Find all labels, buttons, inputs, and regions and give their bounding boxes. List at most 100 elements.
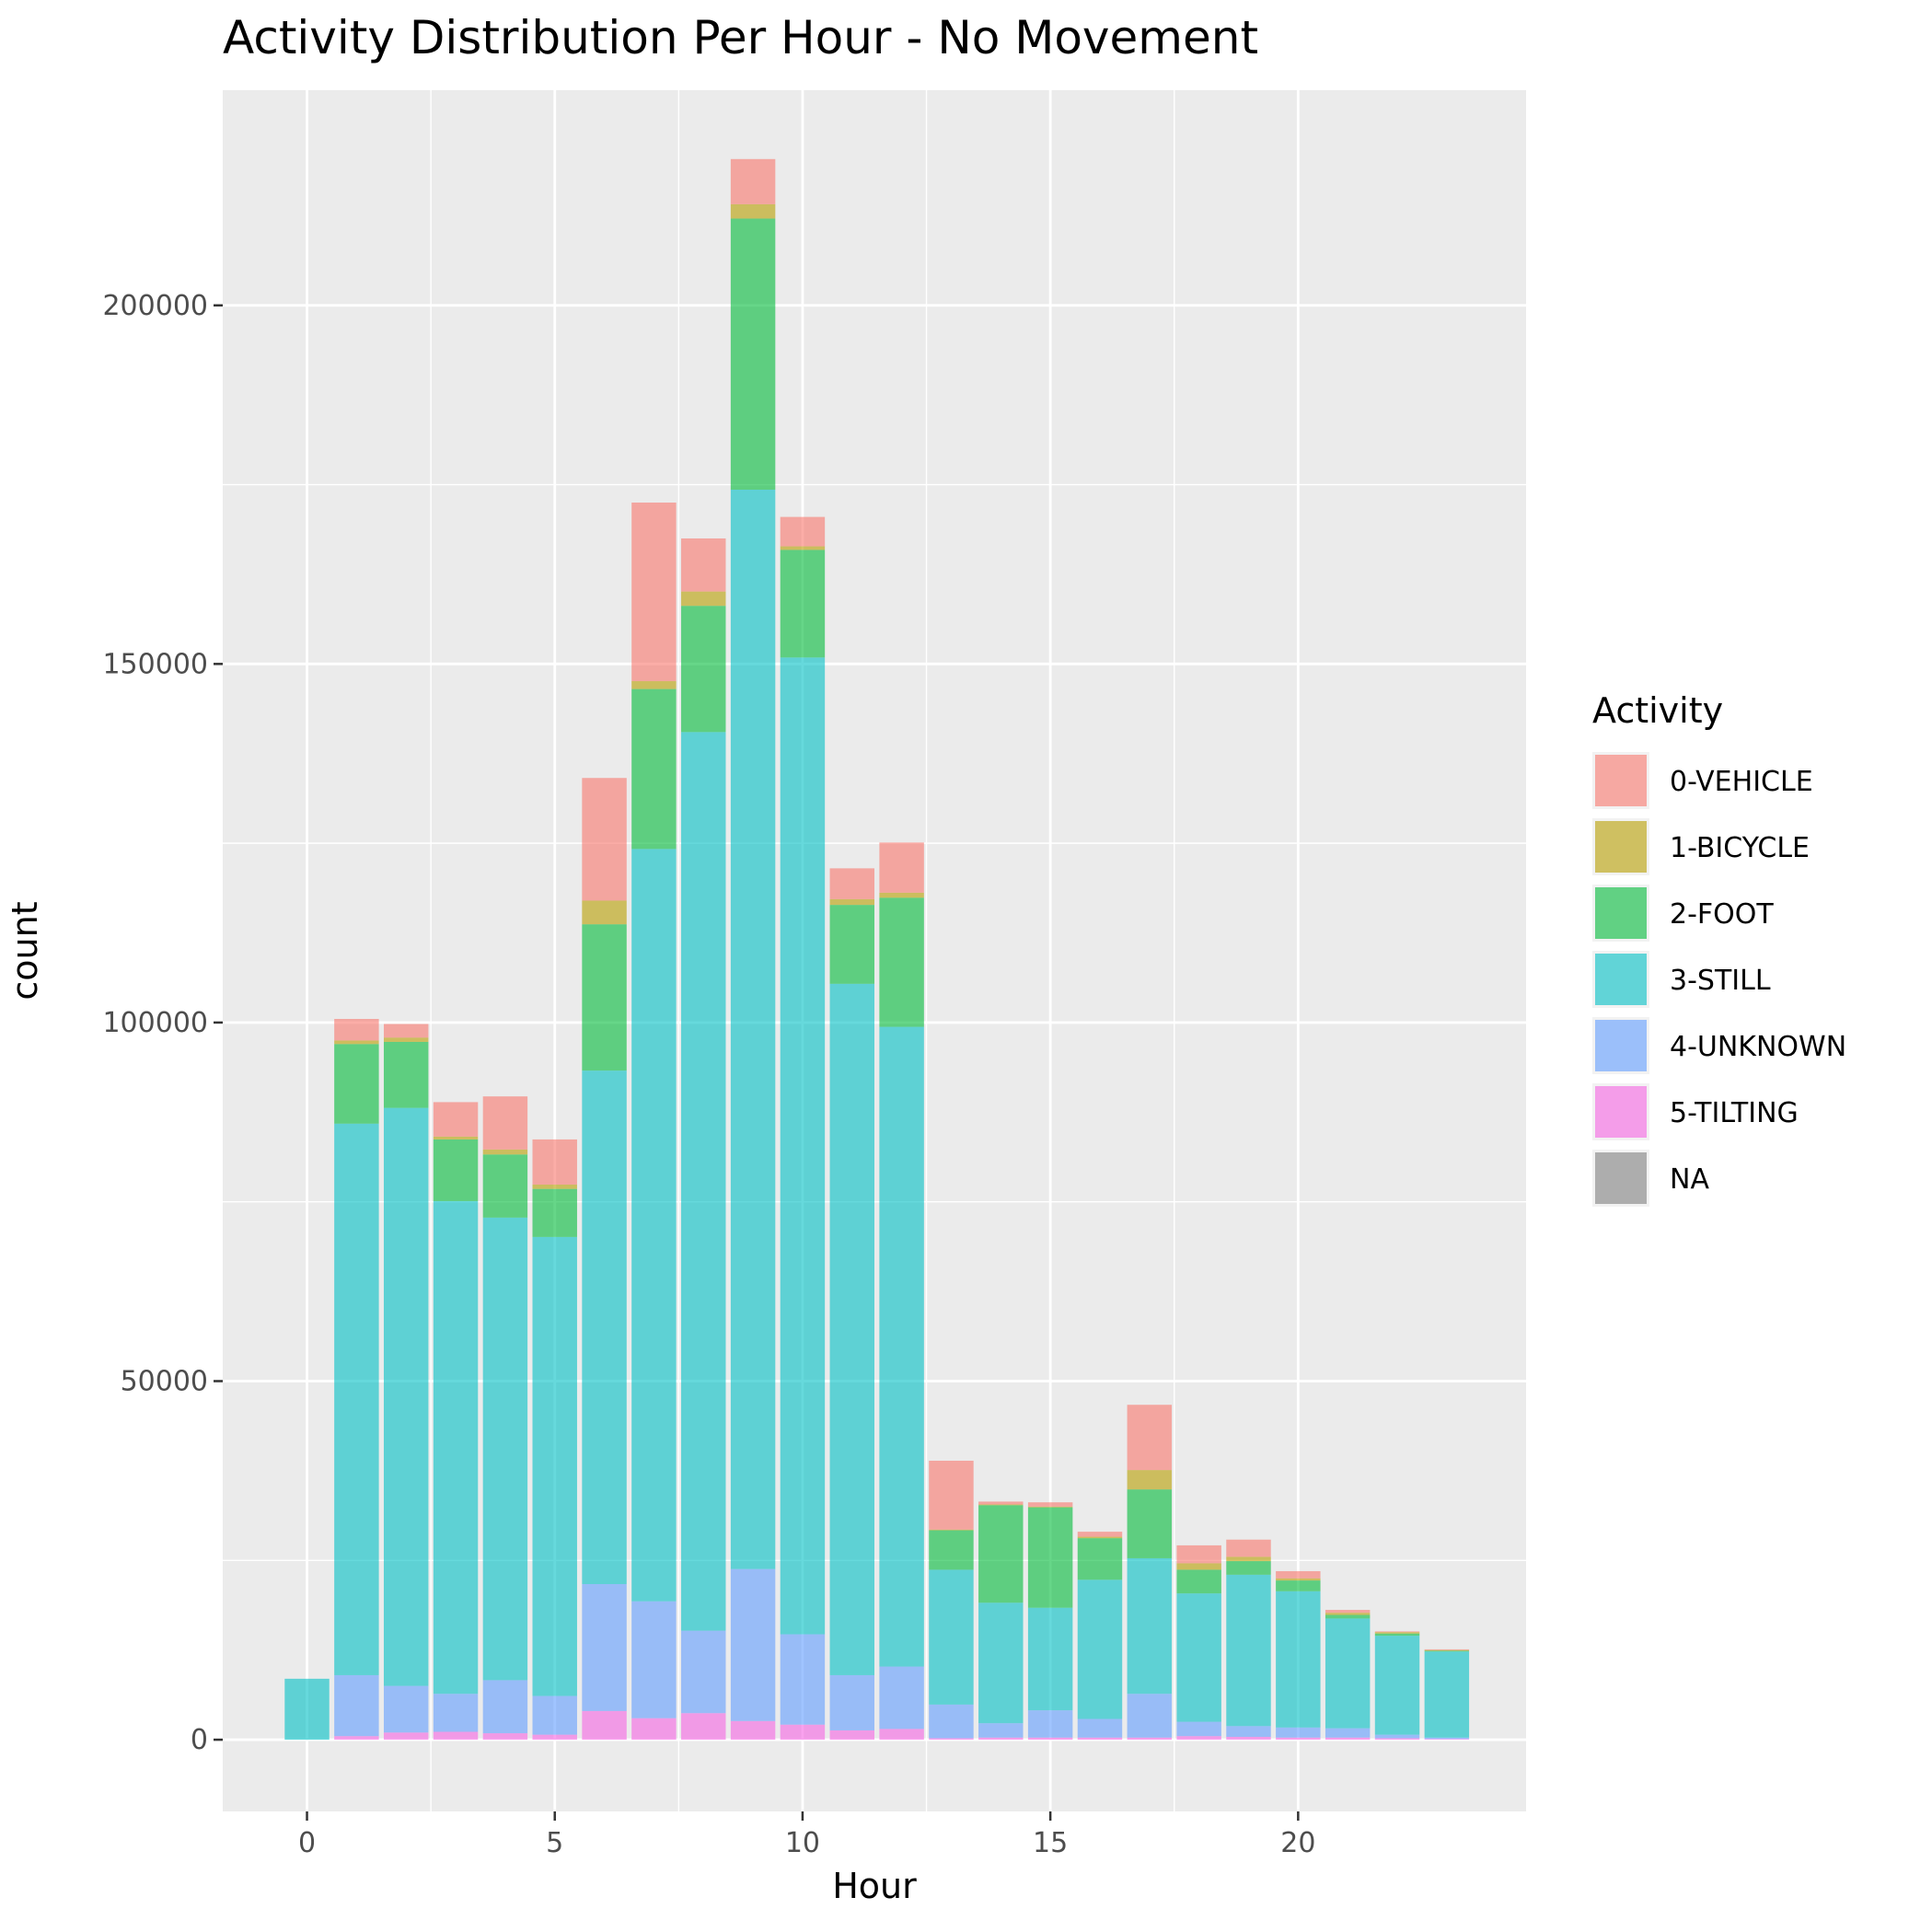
bar-hour-4-4-unknown xyxy=(482,1680,528,1734)
bar-hour-21-4-unknown xyxy=(1325,1728,1371,1738)
bar-hour-8-1-bicycle xyxy=(681,591,726,607)
bar-hour-17-4-unknown xyxy=(1127,1694,1173,1738)
bar-hour-21-1-bicycle xyxy=(1325,1613,1371,1615)
bar-hour-9-5-tilting xyxy=(730,1720,776,1741)
bar-hour-19-0-vehicle xyxy=(1226,1539,1271,1557)
bar-hour-17-5-tilting xyxy=(1127,1737,1173,1741)
bar-hour-7-0-vehicle xyxy=(631,503,677,682)
bar-hour-20-4-unknown xyxy=(1276,1727,1321,1738)
bar-hour-7-3-still xyxy=(631,849,677,1602)
bar-hour-6-2-foot xyxy=(582,924,627,1071)
bar-hour-23-4-unknown xyxy=(1424,1737,1470,1740)
bar-hour-23-1-bicycle xyxy=(1424,1649,1470,1651)
y-tick-label: 50000 xyxy=(121,1366,208,1398)
bar-hour-5-0-vehicle xyxy=(532,1139,577,1186)
bar-hour-18-4-unknown xyxy=(1176,1721,1221,1737)
bar-hour-11-4-unknown xyxy=(829,1674,874,1730)
bar-hour-22-3-still xyxy=(1374,1636,1420,1735)
bar-hour-9-4-unknown xyxy=(730,1568,776,1721)
bar-hour-14-1-bicycle xyxy=(978,1504,1024,1506)
legend-label-3-still: 3-STILL xyxy=(1670,965,1771,997)
bar-hour-4-2-foot xyxy=(482,1154,528,1218)
bar-hour-23-3-still xyxy=(1424,1651,1470,1738)
bar-hour-10-2-foot xyxy=(780,550,826,658)
bar-hour-9-3-still xyxy=(730,489,776,1569)
bar-hour-18-5-tilting xyxy=(1176,1736,1221,1741)
bar-hour-0-3-still xyxy=(284,1678,330,1741)
bar-hour-20-5-tilting xyxy=(1276,1737,1321,1741)
bar-hour-8-4-unknown xyxy=(681,1630,726,1714)
legend-swatch-4-unknown xyxy=(1595,1020,1647,1071)
bar-hour-10-0-vehicle xyxy=(780,516,826,547)
bar-hour-5-3-still xyxy=(532,1236,577,1696)
bar-hour-22-5-tilting xyxy=(1374,1738,1420,1741)
bar-hour-22-4-unknown xyxy=(1374,1734,1420,1739)
bar-hour-4-0-vehicle xyxy=(482,1096,528,1150)
bar-hour-23-0-vehicle xyxy=(1424,1649,1470,1650)
bar-hour-13-1-bicycle xyxy=(929,1529,974,1531)
bar-hour-8-3-still xyxy=(681,732,726,1631)
bar-hour-7-5-tilting xyxy=(631,1718,677,1741)
bar-hour-6-3-still xyxy=(582,1070,627,1585)
chart-title: Activity Distribution Per Hour - No Move… xyxy=(223,11,1258,64)
bar-hour-9-0-vehicle xyxy=(730,158,776,204)
bar-hour-15-0-vehicle xyxy=(1027,1502,1073,1507)
bar-hour-14-4-unknown xyxy=(978,1723,1024,1738)
legend-label-na: NA xyxy=(1670,1163,1709,1196)
bar-hour-8-5-tilting xyxy=(681,1713,726,1741)
bar-hour-7-1-bicycle xyxy=(631,681,677,689)
bar-hour-1-5-tilting xyxy=(334,1736,379,1741)
bar-hour-20-2-foot xyxy=(1276,1580,1321,1591)
bar-hour-7-2-foot xyxy=(631,688,677,850)
bar-hour-3-5-tilting xyxy=(433,1731,479,1741)
legend-swatch-2-foot xyxy=(1595,887,1647,939)
bar-hour-16-1-bicycle xyxy=(1077,1536,1123,1539)
legend-label-5-tilting: 5-TILTING xyxy=(1670,1097,1799,1129)
legend-swatch-1-bicycle xyxy=(1595,821,1647,873)
bar-hour-2-2-foot xyxy=(383,1041,429,1108)
x-axis-title: Hour xyxy=(832,1866,917,1906)
bar-hour-12-2-foot xyxy=(879,897,924,1027)
y-tick-label: 150000 xyxy=(102,648,208,680)
bar-hour-20-0-vehicle xyxy=(1276,1570,1321,1579)
bar-hour-15-5-tilting xyxy=(1027,1737,1073,1741)
bar-hour-11-3-still xyxy=(829,983,874,1675)
bar-hour-7-4-unknown xyxy=(631,1601,677,1718)
x-tick-label: 10 xyxy=(785,1827,820,1859)
bar-hour-2-3-still xyxy=(383,1107,429,1686)
bar-hour-17-0-vehicle xyxy=(1127,1405,1173,1471)
bar-hour-6-1-bicycle xyxy=(582,900,627,925)
bar-hour-10-3-still xyxy=(780,657,826,1635)
bar-hour-1-3-still xyxy=(334,1123,379,1675)
bar-hour-4-5-tilting xyxy=(482,1733,528,1741)
y-tick-label: 100000 xyxy=(102,1007,208,1039)
bar-hour-16-4-unknown xyxy=(1077,1718,1123,1738)
x-tick-label: 0 xyxy=(298,1827,316,1859)
bar-hour-21-0-vehicle xyxy=(1325,1610,1371,1614)
bar-hour-4-3-still xyxy=(482,1217,528,1681)
bar-hour-10-4-unknown xyxy=(780,1634,826,1725)
y-tick-label: 200000 xyxy=(102,290,208,322)
bar-hour-16-0-vehicle xyxy=(1077,1532,1123,1537)
bar-hour-19-1-bicycle xyxy=(1226,1556,1271,1562)
bar-hour-11-0-vehicle xyxy=(829,868,874,899)
legend-swatch-0-vehicle xyxy=(1595,755,1647,806)
bar-hour-23-5-tilting xyxy=(1424,1739,1470,1741)
bar-hour-13-2-foot xyxy=(929,1530,974,1570)
x-tick-label: 15 xyxy=(1033,1827,1068,1859)
bar-hour-21-5-tilting xyxy=(1325,1737,1371,1741)
bar-hour-21-3-still xyxy=(1325,1618,1371,1729)
bar-hour-19-5-tilting xyxy=(1226,1736,1271,1741)
bar-hour-11-5-tilting xyxy=(829,1730,874,1741)
bar-hour-18-3-still xyxy=(1176,1593,1221,1722)
bar-hour-14-0-vehicle xyxy=(978,1501,1024,1505)
bar-hour-19-2-foot xyxy=(1226,1561,1271,1575)
bar-hour-11-2-foot xyxy=(829,905,874,984)
bar-hour-5-5-tilting xyxy=(532,1734,577,1741)
legend-label-1-bicycle: 1-BICYCLE xyxy=(1670,832,1810,864)
bar-hour-3-0-vehicle xyxy=(433,1102,479,1137)
bar-hour-19-3-still xyxy=(1226,1574,1271,1727)
bar-hour-5-2-foot xyxy=(532,1188,577,1237)
bar-hour-15-1-bicycle xyxy=(1027,1506,1073,1508)
